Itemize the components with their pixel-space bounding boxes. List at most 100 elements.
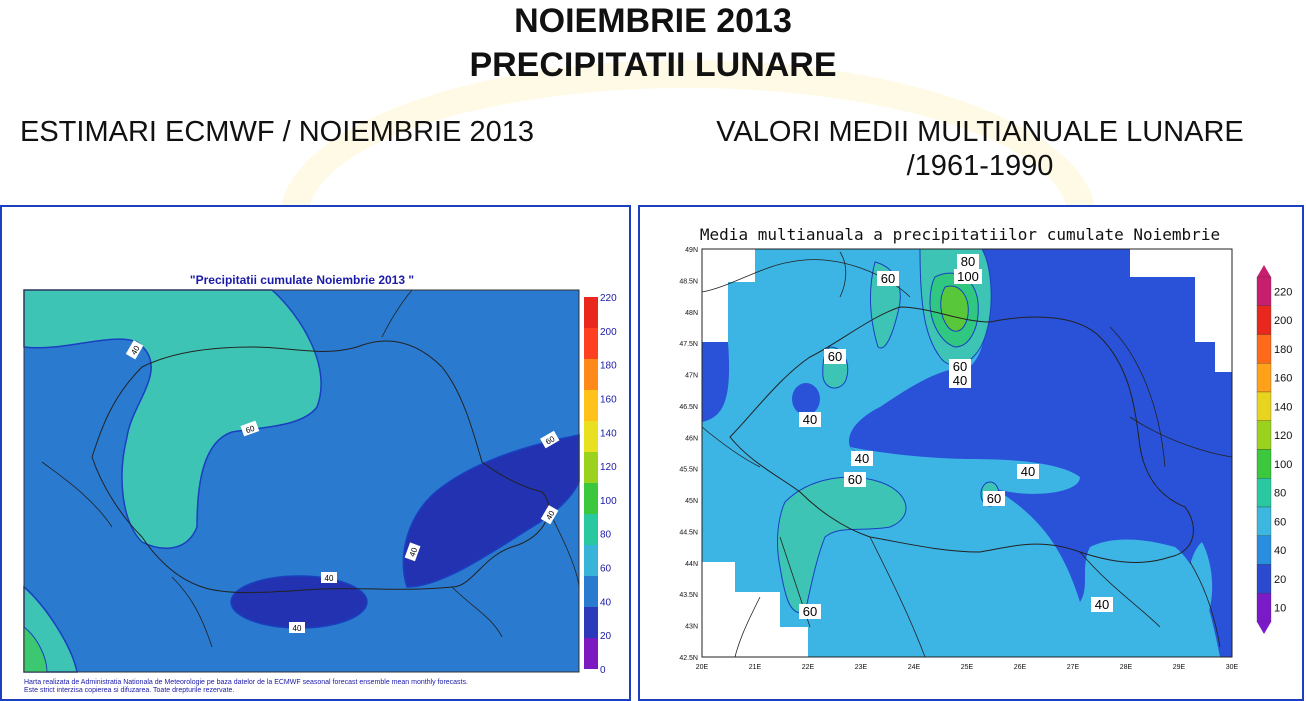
colorbar-swatch — [584, 638, 598, 669]
contour-label: 60 — [881, 271, 895, 286]
right-map-title: Media multianuala a precipitatiilor cumu… — [700, 225, 1220, 244]
colorbar-swatch — [1256, 564, 1272, 594]
longitude-tick-label: 26E — [1014, 664, 1027, 671]
right-colorbar: 220 200 180 160 140 120 100 80 60 40 20 10 — [1256, 265, 1292, 634]
colorbar-tick-label: 140 — [1274, 401, 1292, 413]
precip-zone-60-80-d — [777, 476, 907, 614]
no-data-ne — [1130, 249, 1232, 372]
contour-label: 40 — [953, 373, 967, 388]
colorbar-tick-label: 40 — [600, 597, 612, 608]
colorbar-tick-label: 160 — [1274, 373, 1292, 385]
colorbar-bottom-arrow — [1257, 622, 1271, 634]
latitude-tick-label: 48.5N — [679, 278, 698, 285]
longitude-tick-label: 23E — [855, 664, 868, 671]
latitude-tick-label: 47.5N — [679, 341, 698, 348]
colorbar-swatch — [1256, 535, 1272, 565]
contour-label: 100 — [957, 269, 979, 284]
longitude-tick-label: 22E — [802, 664, 815, 671]
longitude-tick-label: 24E — [908, 664, 921, 671]
latitude-tick-label: 45.5N — [679, 467, 698, 474]
colorbar-tick-label: 100 — [1274, 459, 1292, 471]
colorbar-swatch — [1256, 334, 1272, 364]
colorbar-swatch — [584, 576, 598, 607]
romania-border — [91, 340, 550, 594]
no-data-nw — [702, 249, 755, 342]
colorbar-tick-label: 160 — [600, 394, 617, 405]
colorbar-tick-label: 10 — [1274, 603, 1286, 615]
colorbar-swatch — [1256, 420, 1272, 450]
contour-labels: 80 100 60 60 60 40 40 40 40 60 60 60 40 — [799, 254, 1113, 619]
colorbar-swatch — [1256, 305, 1272, 335]
colorbar-swatch — [584, 514, 598, 545]
latitude-ticks: 49N 48.5N 48N 47.5N 47N 46.5N 46N 45.5N 45N 44.5N… — [679, 247, 698, 662]
no-data-sw — [702, 562, 808, 657]
colorbar-swatch — [1256, 363, 1272, 393]
colorbar-swatch — [584, 297, 598, 328]
neighbor-borders — [41, 289, 580, 648]
colorbar-top-arrow — [1257, 265, 1271, 277]
latitude-tick-label: 46N — [685, 435, 698, 442]
colorbar-tick-label: 80 — [600, 530, 612, 541]
multiannual-mean-map-panel: Media multianuala a precipitatiilor cumu… — [638, 205, 1304, 701]
precip-zone-20-40-east — [849, 249, 1232, 657]
left-map-title: "Precipitatii cumulate Noiembrie 2013 " — [190, 273, 414, 287]
contour-label: 80 — [961, 254, 975, 269]
colorbar-tick-label: 20 — [1274, 574, 1286, 586]
longitude-tick-label: 30E — [1226, 664, 1239, 671]
contour-label: 40 — [1095, 597, 1109, 612]
latitude-tick-label: 47N — [685, 373, 698, 380]
colorbar-swatch — [584, 483, 598, 514]
precip-zone-40-60-band — [850, 447, 1080, 494]
colorbar-swatch — [1256, 478, 1272, 508]
contour-label: 40 — [855, 451, 869, 466]
contour-labels: 40 60 60 40 40 40 40 — [125, 340, 560, 633]
right-subtitle-line1: VALORI MEDII MULTIANUALE LUNARE — [716, 116, 1244, 148]
colorbar-swatch — [584, 359, 598, 390]
latitude-tick-label: 49N — [685, 247, 698, 254]
colorbar-tick-label: 180 — [1274, 344, 1292, 356]
colorbar-swatch — [584, 421, 598, 452]
longitude-tick-label: 29E — [1173, 664, 1186, 671]
contour-label: 40 — [803, 412, 817, 427]
colorbar-swatch — [1256, 593, 1272, 623]
precip-zone-40-60-se — [1185, 542, 1213, 627]
contour-label: 40 — [293, 624, 302, 633]
colorbar-swatch — [584, 390, 598, 421]
precip-zone-20-40-small — [792, 383, 820, 415]
colorbar-swatch — [1256, 276, 1272, 306]
contour-label: 40 — [325, 574, 334, 583]
page-title-line2: PRECIPITATII LUNARE — [469, 46, 837, 84]
colorbar-tick-label: 200 — [600, 327, 617, 338]
colorbar-tick-label: 60 — [1274, 516, 1286, 528]
colorbar-swatch — [584, 452, 598, 483]
colorbar-tick-label: 40 — [1274, 545, 1286, 557]
longitude-ticks: 20E 21E 22E 23E 24E 25E 26E 27E 28E 29E 30E — [696, 664, 1239, 671]
latitude-tick-label: 46.5N — [679, 404, 698, 411]
contour-label: 60 — [828, 349, 842, 364]
colorbar-tick-label: 200 — [1274, 315, 1292, 327]
ecmwf-forecast-map: "Precipitatii cumulate Noiembrie 2013 " … — [23, 273, 617, 676]
colorbar-tick-label: 20 — [600, 631, 612, 642]
colorbar-tick-label: 220 — [600, 293, 617, 304]
longitude-tick-label: 25E — [961, 664, 974, 671]
page-title-line1: NOIEMBRIE 2013 — [514, 2, 792, 40]
latitude-tick-label: 43N — [685, 624, 698, 631]
colorbar-tick-label: 0 — [600, 665, 606, 676]
colorbar-tick-label: 120 — [600, 462, 617, 473]
precip-zone-20-40-south — [230, 575, 368, 629]
contour-label: 40 — [1021, 464, 1035, 479]
contour-label: 40 — [408, 546, 420, 558]
longitude-tick-label: 20E — [696, 664, 709, 671]
contour-label: 60 — [953, 359, 967, 374]
neighbor-borders — [701, 251, 1233, 658]
left-subtitle: ESTIMARI ECMWF / NOIEMBRIE 2013 — [20, 116, 535, 148]
longitude-tick-label: 21E — [749, 664, 762, 671]
left-map-footnote: Harta realizata de Administratia Nationa… — [24, 679, 604, 695]
colorbar-tick-label: 60 — [600, 564, 612, 575]
longitude-tick-label: 27E — [1067, 664, 1080, 671]
precip-zone-100-120 — [940, 285, 969, 332]
right-subtitle-line2: /1961-1990 — [906, 150, 1054, 182]
colorbar-swatch — [584, 328, 598, 359]
colorbar-tick-label: 180 — [600, 361, 617, 372]
latitude-tick-label: 44.5N — [679, 529, 698, 536]
